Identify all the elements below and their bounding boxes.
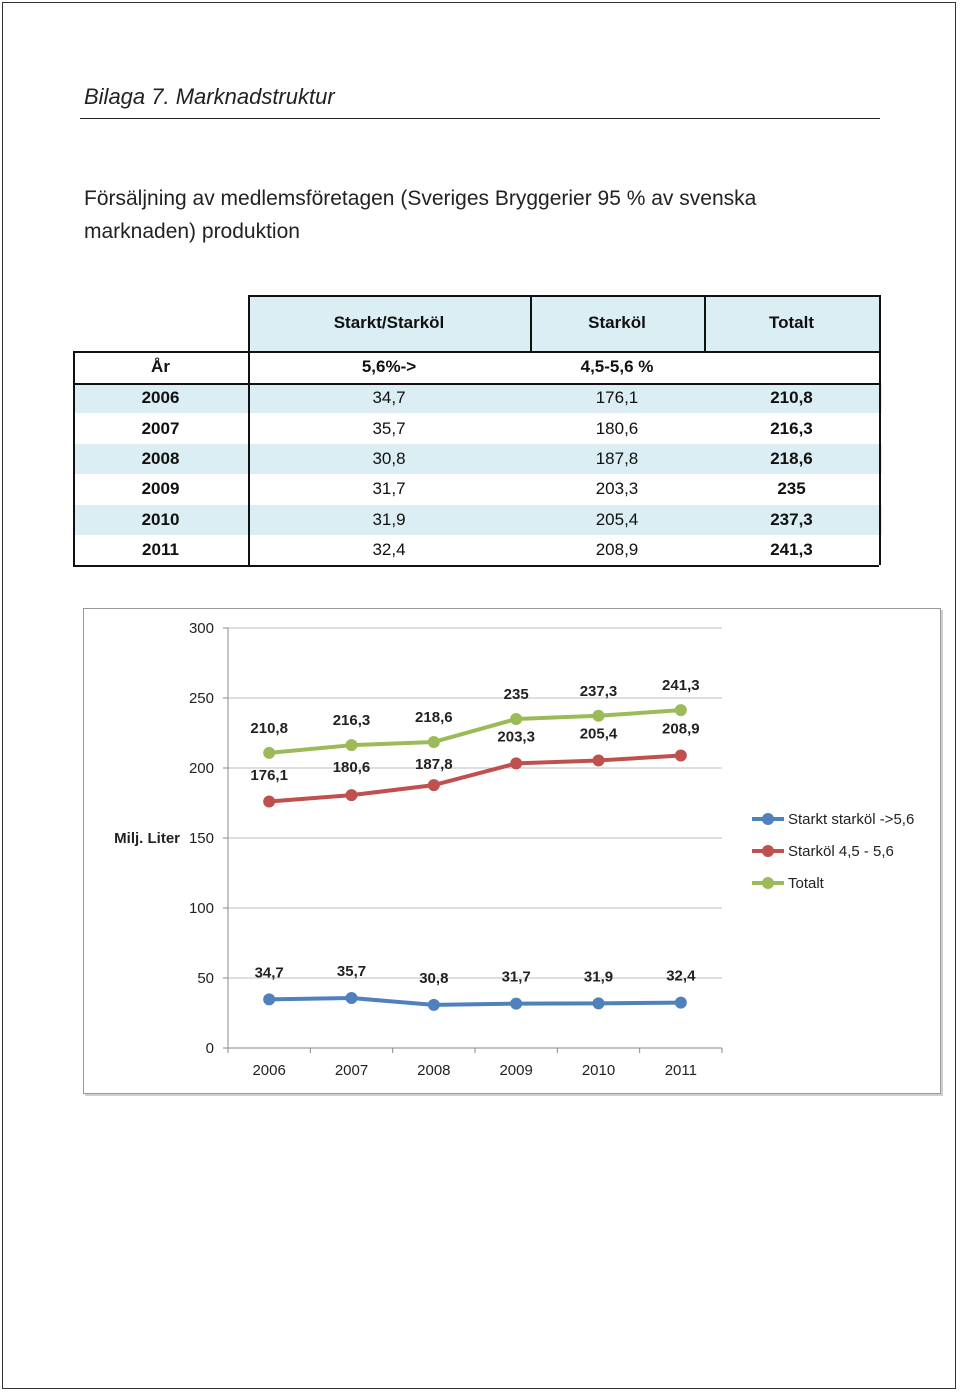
- table-border: [73, 565, 879, 568]
- table-cell-r4-c3: 237,3: [770, 509, 813, 529]
- table-border: [704, 295, 706, 351]
- table-border: [248, 295, 250, 351]
- table-cell-r5-c3: 241,3: [770, 540, 813, 560]
- table-row-band: [73, 443, 882, 475]
- table-cell-r5-c0: 2011: [142, 540, 179, 560]
- heading-rule: [80, 118, 880, 119]
- table-border: [73, 383, 879, 385]
- table-subheader-1: 5,6%->: [361, 357, 417, 376]
- table-cell-r3-c3: 235: [777, 479, 806, 499]
- page-heading: Bilaga 7. Marknadstruktur: [84, 84, 335, 109]
- table-border: [248, 351, 250, 566]
- table-cell-r5-c1: 32,4: [372, 540, 406, 560]
- table-subheader-0: År: [151, 357, 170, 376]
- table-subheader-3: [704, 351, 879, 383]
- table-cell-r5-c2: 208,9: [595, 540, 639, 560]
- table-border: [73, 351, 879, 353]
- table-cell-r2-c0: 2008: [141, 448, 180, 468]
- table-cell-r1-c2: 180,6: [595, 418, 639, 438]
- table-cell-r0-c1: 34,7: [372, 388, 406, 408]
- table-border: [73, 351, 75, 566]
- chart-area: [83, 608, 941, 1094]
- table-border: [248, 295, 879, 297]
- table-cell-r3-c1: 31,7: [372, 479, 406, 499]
- table-cell-r2-c3: 218,6: [770, 448, 813, 468]
- table-cell-r1-c1: 35,7: [372, 418, 406, 438]
- table-cell-r3-c0: 2009: [141, 479, 180, 499]
- table-cell-r1-c3: 216,3: [770, 418, 813, 438]
- table-cell-r0-c2: 176,1: [595, 388, 639, 408]
- table-cell-r2-c1: 30,8: [372, 448, 406, 468]
- table-cell-r4-c0: 2010: [141, 509, 180, 529]
- table-header-2: Starköl: [530, 295, 704, 351]
- table-row-band: [73, 383, 882, 414]
- table-cell-r1-c0: 2007: [141, 418, 180, 438]
- table-border: [530, 295, 532, 351]
- table-header-1: Starkt/Starköl: [248, 295, 530, 351]
- intro-text: Försäljning av medlemsföretagen (Sverige…: [84, 187, 757, 243]
- table-cell-r0-c3: 210,8: [770, 388, 813, 408]
- table-cell-r4-c2: 205,4: [595, 509, 639, 529]
- table-cell-r3-c2: 203,3: [595, 479, 639, 499]
- table-row-band: [73, 504, 882, 535]
- table-header-3: Totalt: [704, 295, 879, 351]
- table-cell-r2-c2: 187,8: [595, 448, 639, 468]
- table-cell-r4-c1: 31,9: [372, 509, 406, 529]
- table-cell-r0-c0: 2006: [141, 388, 180, 408]
- table-subheader-2: 4,5-5,6 %: [580, 357, 654, 376]
- table-border: [879, 295, 881, 566]
